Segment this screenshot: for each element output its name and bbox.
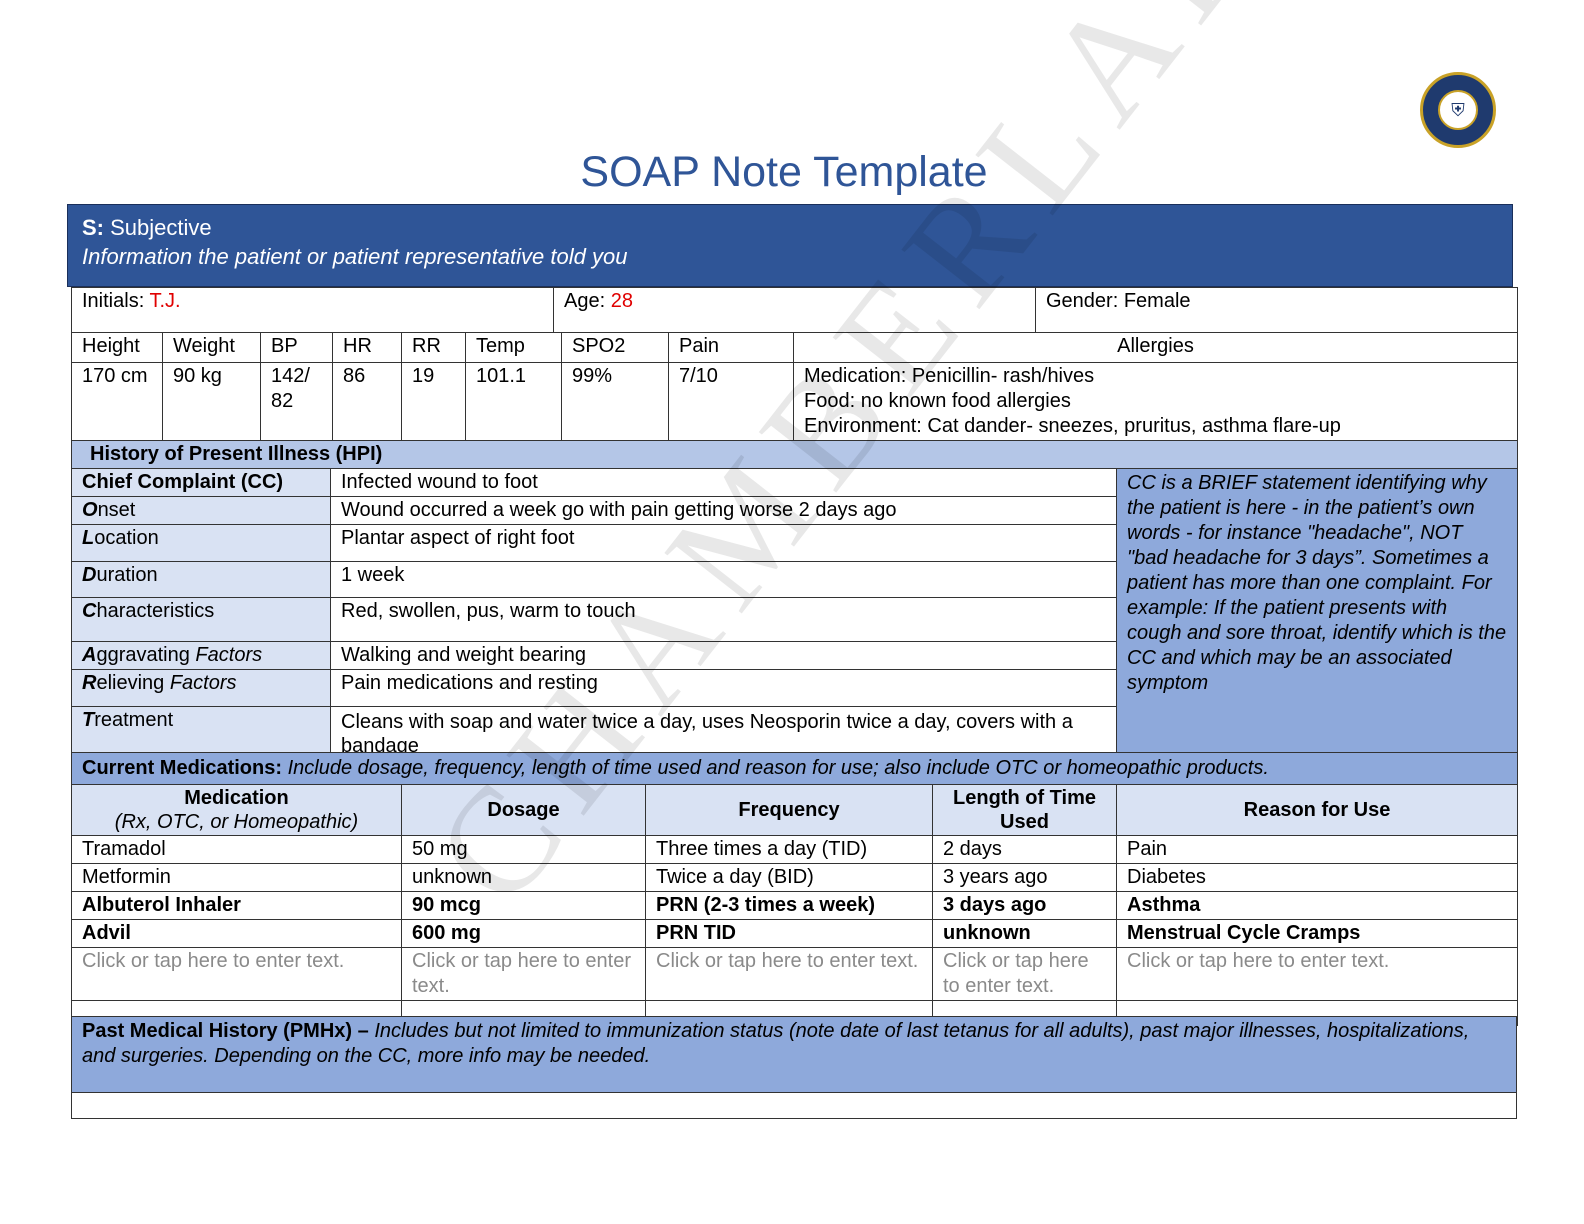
pmhx-input[interactable] xyxy=(71,1092,1517,1119)
age-value: 28 xyxy=(610,290,633,312)
hr-value[interactable]: 86 xyxy=(332,362,402,441)
cc-guidance-note: CC is a BRIEF statement identifying why … xyxy=(1115,468,1519,760)
hpi-value-onset[interactable]: Wound occurred a week go with pain getti… xyxy=(330,496,1117,525)
vital-header: Pain xyxy=(668,332,794,363)
hpi-value-treatment[interactable]: Cleans with soap and water twice a day, … xyxy=(330,706,1117,760)
hpi-value-cc[interactable]: Infected wound to foot xyxy=(330,468,1117,497)
hpi-label-aggravating: Aggravating Factors xyxy=(71,641,331,670)
hpi-value-location[interactable]: Plantar aspect of right foot xyxy=(330,524,1117,562)
col-reason: Reason for Use xyxy=(1115,784,1519,836)
vitals-table: Height Weight BP HR RR Temp SPO2 Pain Al… xyxy=(71,332,1518,441)
med-frequency[interactable]: Three times a day (TID) xyxy=(645,835,933,864)
allergy-environment: Environment: Cat dander- sneezes, prurit… xyxy=(804,415,1341,437)
med-length[interactable]: 3 days ago xyxy=(932,891,1117,920)
hpi-label-relieving: Relieving Factors xyxy=(71,669,331,707)
hpi-value-characteristics[interactable]: Red, swollen, pus, warm to touch xyxy=(330,597,1117,642)
hpi-label-location: Location xyxy=(71,524,331,562)
pmhx-heading: Past Medical History (PMHx) – Includes b… xyxy=(71,1016,1517,1093)
col-medication: Medication (Rx, OTC, or Homeopathic) xyxy=(71,784,402,836)
med-name[interactable]: Advil xyxy=(71,919,402,948)
spo2-value[interactable]: 99% xyxy=(561,362,669,441)
initials-value: T.J. xyxy=(149,290,181,312)
col-frequency: Frequency xyxy=(645,784,933,836)
pmhx-table: Past Medical History (PMHx) – Includes b… xyxy=(71,1016,1517,1119)
med-frequency[interactable]: PRN (2-3 times a week) xyxy=(645,891,933,920)
initials-label: Initials: xyxy=(82,290,145,312)
med-dosage[interactable]: 600 mg xyxy=(401,919,646,948)
hpi-label-cc: Chief Complaint (CC) xyxy=(71,468,331,497)
section-subtitle: Information the patient or patient repre… xyxy=(82,244,628,269)
table-row: Albuterol Inhaler 90 mcg PRN (2-3 times a … xyxy=(71,891,1519,920)
vital-header: HR xyxy=(332,332,402,363)
hpi-value-relieving[interactable]: Pain medications and resting xyxy=(330,669,1117,707)
vital-header: BP xyxy=(260,332,333,363)
table-row: Metformin unknown Twice a day (BID) 3 years… xyxy=(71,863,1519,892)
vital-header: SPO2 xyxy=(561,332,669,363)
med-reason[interactable]: Pain xyxy=(1115,835,1519,864)
med-name[interactable]: Tramadol xyxy=(71,835,402,864)
hpi-label-onset: Onset xyxy=(71,496,331,525)
medications-table: Current Medications: Include dosage, fre… xyxy=(70,752,1519,1026)
med-length[interactable]: 2 days xyxy=(932,835,1117,864)
initials-field[interactable]: Initials: T.J. xyxy=(71,287,554,333)
vital-header: RR xyxy=(401,332,466,363)
med-frequency[interactable]: PRN TID xyxy=(645,919,933,948)
bp-value[interactable]: 142/ 82 xyxy=(260,362,333,441)
vital-header: Temp xyxy=(465,332,562,363)
medications-heading: Current Medications: Include dosage, fre… xyxy=(70,752,1519,785)
med-frequency-input[interactable]: Click or tap here to enter text. xyxy=(645,947,933,1001)
hpi-value-aggravating[interactable]: Walking and weight bearing xyxy=(330,641,1117,670)
temp-value[interactable]: 101.1 xyxy=(465,362,562,441)
subjective-header: S: Subjective Information the patient or… xyxy=(67,204,1513,287)
med-dosage[interactable]: unknown xyxy=(401,863,646,892)
gender-label: Gender: xyxy=(1046,290,1119,312)
rr-value[interactable]: 19 xyxy=(401,362,466,441)
med-reason[interactable]: Menstrual Cycle Cramps xyxy=(1115,919,1519,948)
allergy-food: Food: no known food allergies xyxy=(804,390,1071,412)
col-length: Length of Time Used xyxy=(932,784,1117,836)
height-value[interactable]: 170 cm xyxy=(71,362,163,441)
section-letter: S: xyxy=(82,215,104,240)
allergies-value[interactable]: Medication: Penicillin- rash/hives Food:… xyxy=(793,362,1518,441)
med-dosage[interactable]: 90 mcg xyxy=(401,891,646,920)
hpi-heading: History of Present Illness (HPI) xyxy=(70,440,1519,469)
table-row: Tramadol 50 mg Three times a day (TID) 2 da… xyxy=(71,835,1519,864)
med-dosage[interactable]: 50 mg xyxy=(401,835,646,864)
gender-value: Female xyxy=(1123,290,1191,312)
allergy-medication: Medication: Penicillin- rash/hives xyxy=(804,365,1095,387)
patient-info-table: Initials: T.J. Age: 28 Gender: Female xyxy=(71,287,1518,333)
med-dosage-input[interactable]: Click or tap here to enter text. xyxy=(401,947,646,1001)
med-length[interactable]: 3 years ago xyxy=(932,863,1117,892)
med-reason[interactable]: Diabetes xyxy=(1115,863,1519,892)
shield-icon: ⛨ xyxy=(1438,90,1478,130)
col-dosage: Dosage xyxy=(401,784,646,836)
section-heading: Subjective xyxy=(110,215,212,240)
weight-value[interactable]: 90 kg xyxy=(162,362,261,441)
university-logo: ⛨ xyxy=(1420,72,1496,148)
vital-header: Height xyxy=(71,332,163,363)
med-name[interactable]: Metformin xyxy=(71,863,402,892)
med-length-input[interactable]: Click or tap here to enter text. xyxy=(932,947,1117,1001)
hpi-value-duration[interactable]: 1 week xyxy=(330,561,1117,598)
age-field[interactable]: Age: 28 xyxy=(553,287,1036,333)
table-row: Click or tap here to enter text. Click or… xyxy=(71,947,1519,1001)
gender-field[interactable]: Gender: Female xyxy=(1035,287,1518,333)
pain-value[interactable]: 7/10 xyxy=(668,362,794,441)
med-reason-input[interactable]: Click or tap here to enter text. xyxy=(1115,947,1519,1001)
med-name[interactable]: Albuterol Inhaler xyxy=(71,891,402,920)
table-row: Advil 600 mg PRN TID unknown Menstrual Cycle… xyxy=(71,919,1519,948)
hpi-label-treatment: Treatment xyxy=(71,706,331,760)
med-length[interactable]: unknown xyxy=(932,919,1117,948)
vital-header: Weight xyxy=(162,332,261,363)
med-reason[interactable]: Asthma xyxy=(1115,891,1519,920)
age-label: Age: xyxy=(564,290,606,312)
allergies-header: Allergies xyxy=(793,332,1518,363)
med-frequency[interactable]: Twice a day (BID) xyxy=(645,863,933,892)
hpi-table: History of Present Illness (HPI) Chief C… xyxy=(70,440,1519,760)
hpi-label-duration: Duration xyxy=(71,561,331,598)
hpi-label-characteristics: Characteristics xyxy=(71,597,331,642)
med-name-input[interactable]: Click or tap here to enter text. xyxy=(71,947,402,1001)
page-title: SOAP Note Template xyxy=(580,148,988,196)
